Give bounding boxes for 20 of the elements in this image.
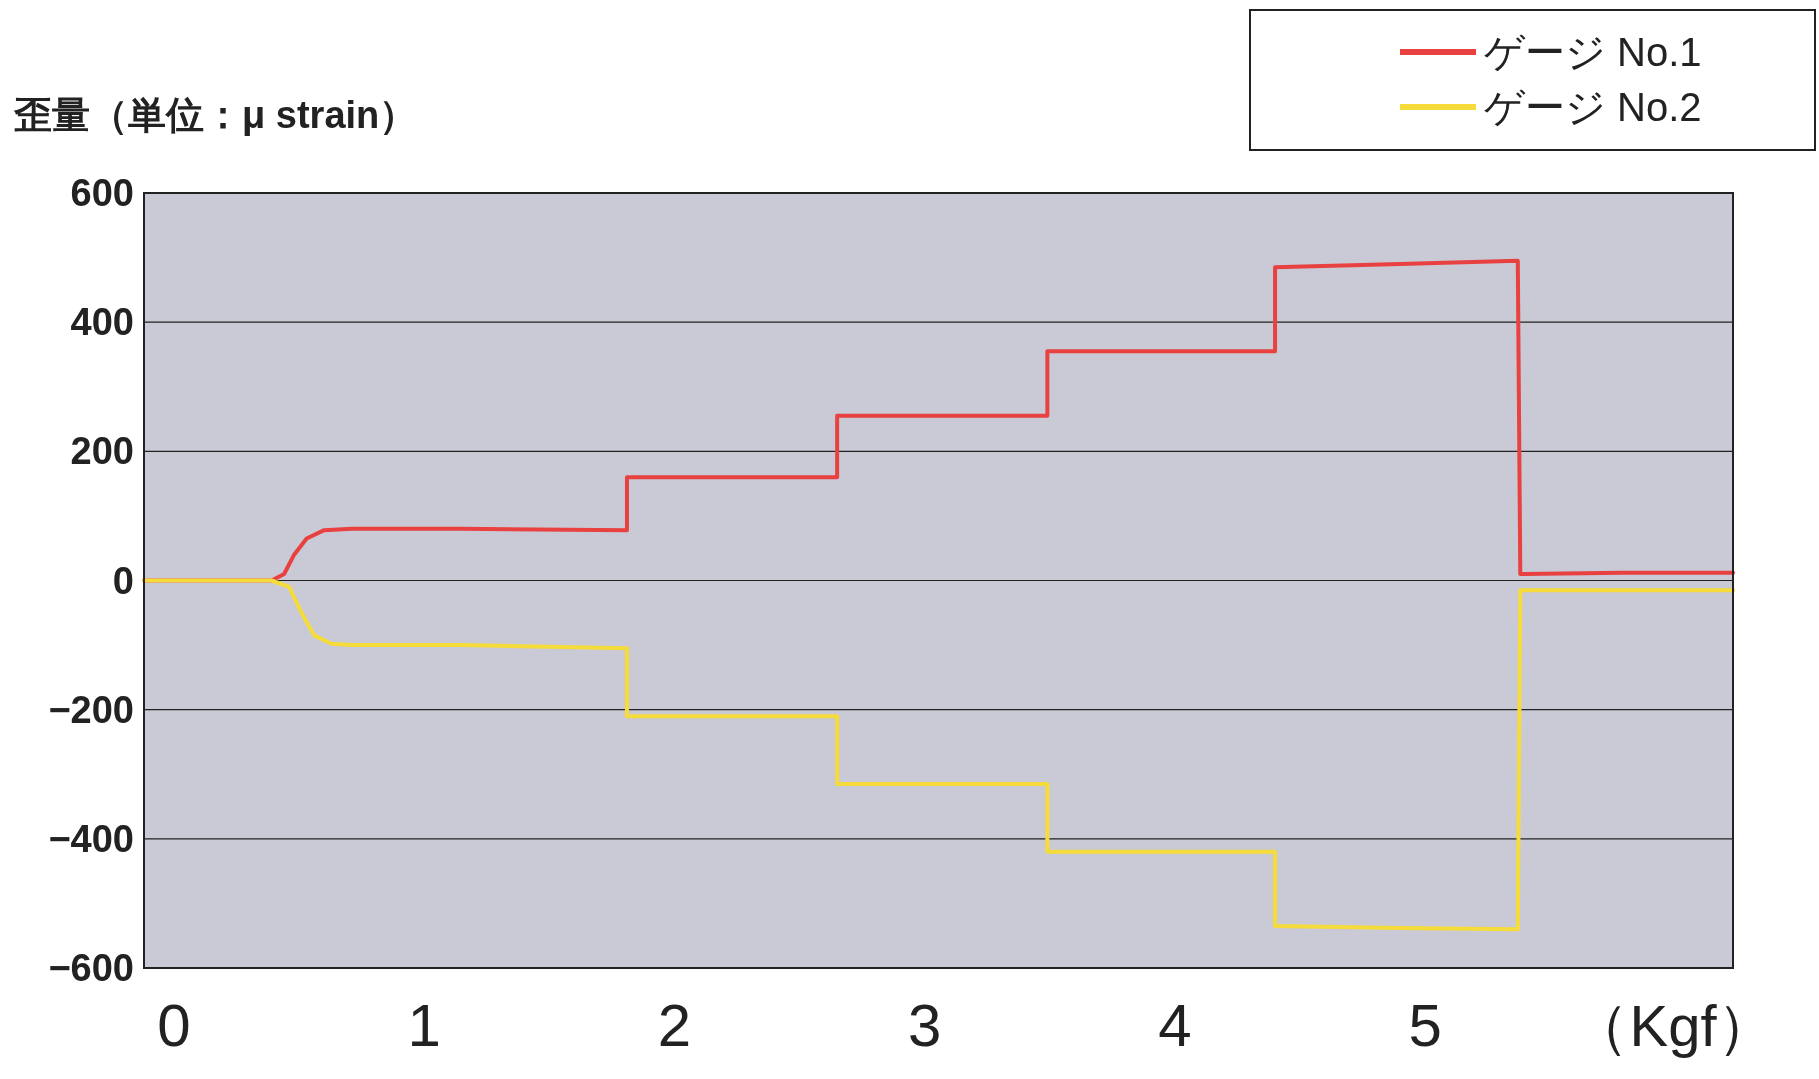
legend-label: ゲージ No.2 bbox=[1484, 85, 1702, 129]
x-tick-label: 1 bbox=[407, 992, 441, 1059]
legend-label: ゲージ No.1 bbox=[1484, 30, 1702, 74]
legend-item: ゲージ No.2 bbox=[1400, 85, 1702, 129]
y-tick-label: −600 bbox=[48, 947, 134, 989]
x-axis-title: （Kgf） bbox=[1571, 993, 1775, 1058]
y-tick-label: −400 bbox=[48, 817, 134, 860]
x-tick-label: 2 bbox=[657, 992, 692, 1059]
line-series bbox=[142, 578, 1735, 932]
y-axis-title: 歪量（単位：μ strain） bbox=[13, 94, 418, 136]
y-tick-label: 600 bbox=[70, 172, 134, 214]
x-tick-label: 3 bbox=[908, 992, 942, 1059]
x-tick-label: 4 bbox=[1158, 992, 1192, 1059]
x-tick-label: 0 bbox=[157, 992, 191, 1059]
y-tick-label: 200 bbox=[70, 430, 134, 473]
y-tick-label: 0 bbox=[112, 559, 134, 602]
legend-item: ゲージ No.1 bbox=[1400, 30, 1702, 74]
y-tick-label: −200 bbox=[48, 688, 134, 731]
y-tick-label: 400 bbox=[70, 301, 134, 344]
x-tick-label: 5 bbox=[1408, 992, 1442, 1059]
